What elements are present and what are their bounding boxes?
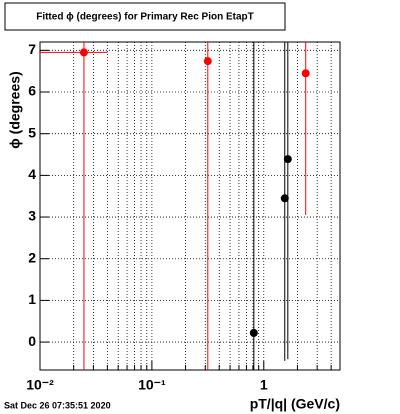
plot-area	[40, 42, 310, 370]
y-tick-label: 1	[28, 291, 36, 307]
y-tick-label: 0	[28, 333, 36, 349]
y-tick-label: 5	[28, 124, 36, 140]
y-tick-label: 6	[28, 83, 36, 99]
chart-title: Fitted ϕ (degrees) for Primary Rec Pion …	[36, 12, 254, 23]
y-tick-label: 3	[28, 208, 36, 224]
y-axis-label: ϕ (degrees)	[7, 71, 23, 148]
point	[249, 328, 258, 337]
title-box	[4, 2, 286, 31]
y-tick-label: 7	[28, 41, 36, 57]
x-axis-label: pT/|q| (GeV/c)	[250, 396, 340, 412]
point	[283, 155, 292, 164]
point	[301, 69, 310, 78]
y-tick-label: 2	[28, 249, 36, 265]
point	[79, 48, 88, 57]
x-tick-label: 10⁻²	[26, 377, 54, 393]
plot-frame	[39, 41, 341, 371]
point	[203, 57, 212, 66]
footer: Sat Dec 26 07:35:51 2020	[4, 400, 111, 410]
x-tick-label: 1	[260, 377, 268, 393]
point	[280, 194, 289, 203]
x-tick-label: 10⁻¹	[138, 377, 166, 393]
y-tick-label: 4	[28, 166, 36, 182]
